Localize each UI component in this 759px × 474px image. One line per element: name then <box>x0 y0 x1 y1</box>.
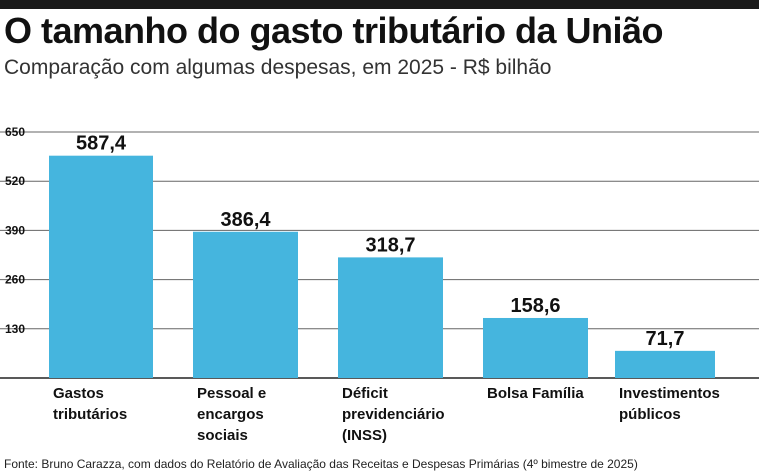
category-label: Déficit previdenciário (INSS) <box>342 385 445 444</box>
data-label: 318,7 <box>365 234 415 256</box>
category-label: Bolsa Família <box>487 385 584 402</box>
category-label: Pessoal e encargos sociais <box>197 385 266 444</box>
data-label: 71,7 <box>646 328 685 350</box>
bar <box>615 350 715 378</box>
y-tick-label: 390 <box>5 223 25 237</box>
bar-chart: 130 260 390 520 650 587,4 Gastos tributários 386… <box>0 125 759 444</box>
data-label: 158,6 <box>510 295 560 317</box>
chart-subtitle: Comparação com algumas despesas, em 2025… <box>4 56 552 79</box>
chart-title: O tamanho do gasto tributário da União <box>4 10 664 51</box>
bar <box>193 231 298 378</box>
data-label: 386,4 <box>220 209 271 231</box>
category-label: Gastos tributários <box>53 385 127 423</box>
bar <box>483 317 588 378</box>
category-label: Investimentos públicos <box>619 385 720 423</box>
bar <box>338 257 443 378</box>
bar-layer <box>49 155 715 378</box>
y-tick-label: 260 <box>5 273 25 287</box>
y-tick-label: 130 <box>5 322 25 336</box>
data-label: 587,4 <box>76 133 127 155</box>
label-layer: 130 260 390 520 650 587,4 Gastos tributários 386… <box>5 125 720 444</box>
top-rule <box>0 0 759 9</box>
source-note: Fonte: Bruno Carazza, com dados do Relat… <box>4 457 638 471</box>
y-tick-label: 650 <box>5 125 25 139</box>
y-tick-label: 520 <box>5 174 25 188</box>
bar <box>49 155 153 378</box>
